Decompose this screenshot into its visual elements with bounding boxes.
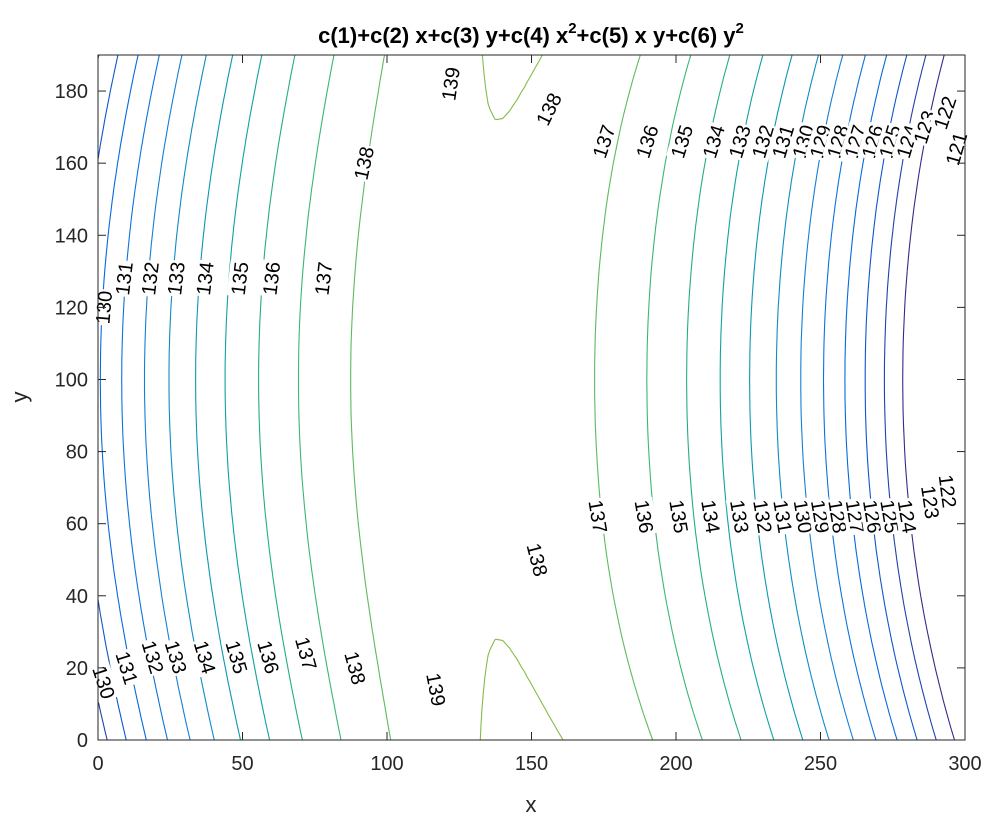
contour-label-bg [290, 633, 322, 674]
title-superscript-1: 2 [568, 20, 576, 37]
x-tick-label: 200 [659, 753, 692, 775]
contour-label-bg [934, 471, 961, 511]
contour-label-bg [696, 496, 725, 537]
y-tick-label: 20 [66, 658, 88, 680]
x-tick-label: 100 [370, 753, 403, 775]
contour-label-bg [87, 661, 120, 703]
contour-line-122 [97, 54, 937, 741]
y-tick-label: 80 [66, 442, 88, 464]
contour-label-137: 137 [312, 261, 338, 297]
contour-label-132: 132 [138, 261, 164, 297]
contour-label-bg [221, 636, 253, 678]
y-tick-label: 140 [55, 225, 88, 247]
contour-label-bg [162, 259, 190, 298]
contour-label-bg [630, 496, 659, 537]
contour-label-134: 134 [696, 498, 723, 535]
contour-label-bg [160, 636, 192, 678]
x-tick-label: 300 [948, 753, 981, 775]
contour-label-bg [531, 88, 567, 131]
contour-label-bg [940, 128, 972, 170]
contour-label-124: 124 [893, 498, 920, 534]
contour-line-133 [479, 54, 564, 741]
contour-label-bg [631, 121, 664, 162]
contour-label-133: 133 [164, 261, 190, 297]
y-axis-title: y [7, 392, 32, 403]
contour-label-bg [437, 64, 465, 104]
contour-label-bg [137, 636, 169, 678]
title-part-2: +c(5) x y+c(6) y [577, 23, 737, 48]
y-tick-label: 160 [55, 153, 88, 175]
y-tick-label: 120 [55, 297, 88, 319]
contour-label-bg [252, 636, 285, 678]
contour-label-bg [893, 496, 921, 537]
y-tick-label: 180 [55, 81, 88, 103]
contour-label-bg [587, 120, 620, 163]
contour-label-136: 136 [630, 498, 657, 535]
contour-label-131: 131 [112, 261, 138, 297]
contour-lines [97, 54, 956, 741]
y-tick-label: 60 [66, 514, 88, 536]
contour-label-bg [665, 496, 693, 537]
contour-label-bg [258, 259, 285, 298]
contour-label-136: 136 [260, 261, 286, 297]
y-tick-label: 0 [77, 730, 88, 752]
contour-label-139: 139 [438, 66, 465, 102]
contour-label-bg [665, 121, 698, 162]
contour-label-bg [110, 259, 138, 298]
contour-label-bg [769, 496, 797, 537]
contour-label-bg [136, 259, 164, 298]
contour-label-bg [748, 496, 777, 537]
chart-title: c(1)+c(2) x+c(3) y+c(4) x2+c(5) x y+c(6)… [318, 20, 744, 48]
y-tick-label: 100 [55, 369, 88, 391]
contour-label-bg [723, 121, 756, 162]
contour-label-135: 135 [664, 498, 691, 535]
contour-label-bg [697, 121, 730, 162]
contour-label-bg [725, 496, 754, 537]
contour-label-134: 134 [193, 261, 219, 297]
title-superscript-2: 2 [736, 20, 744, 37]
contour-label-122: 122 [934, 473, 960, 509]
x-tick-label: 250 [804, 753, 837, 775]
contour-label-bg [349, 143, 379, 184]
x-tick-label: 50 [231, 753, 253, 775]
x-tick-label: 150 [515, 753, 548, 775]
y-tick-label: 40 [66, 586, 88, 608]
contour-label-bg [189, 636, 221, 678]
contour-line-132 [350, 54, 654, 741]
contour-line-129 [224, 54, 775, 741]
contour-label-133: 133 [725, 498, 752, 535]
contour-label-135: 135 [228, 261, 254, 297]
contour-label-bg [928, 92, 961, 134]
contour-label-bg [522, 539, 553, 580]
contour-label-bg [339, 647, 371, 689]
contour-label-bg [310, 259, 337, 298]
contour-label-bg [584, 496, 612, 537]
x-axis-title: x [526, 792, 537, 817]
contour-label-bg [191, 259, 218, 298]
x-tick-label: 0 [92, 753, 103, 775]
axis-ticks: 0 50 100 150 200 250 300 0 20 40 60 80 100 120 140 160 1… [55, 55, 982, 775]
contour-line-131 [297, 54, 703, 741]
contour-label-bg [111, 647, 143, 689]
title-part-1: c(1)+c(2) x+c(3) y+c(4) x [318, 23, 569, 48]
contour-label-bg [421, 669, 451, 710]
contour-label-137: 137 [583, 498, 610, 535]
contour-label-bg [226, 259, 253, 298]
